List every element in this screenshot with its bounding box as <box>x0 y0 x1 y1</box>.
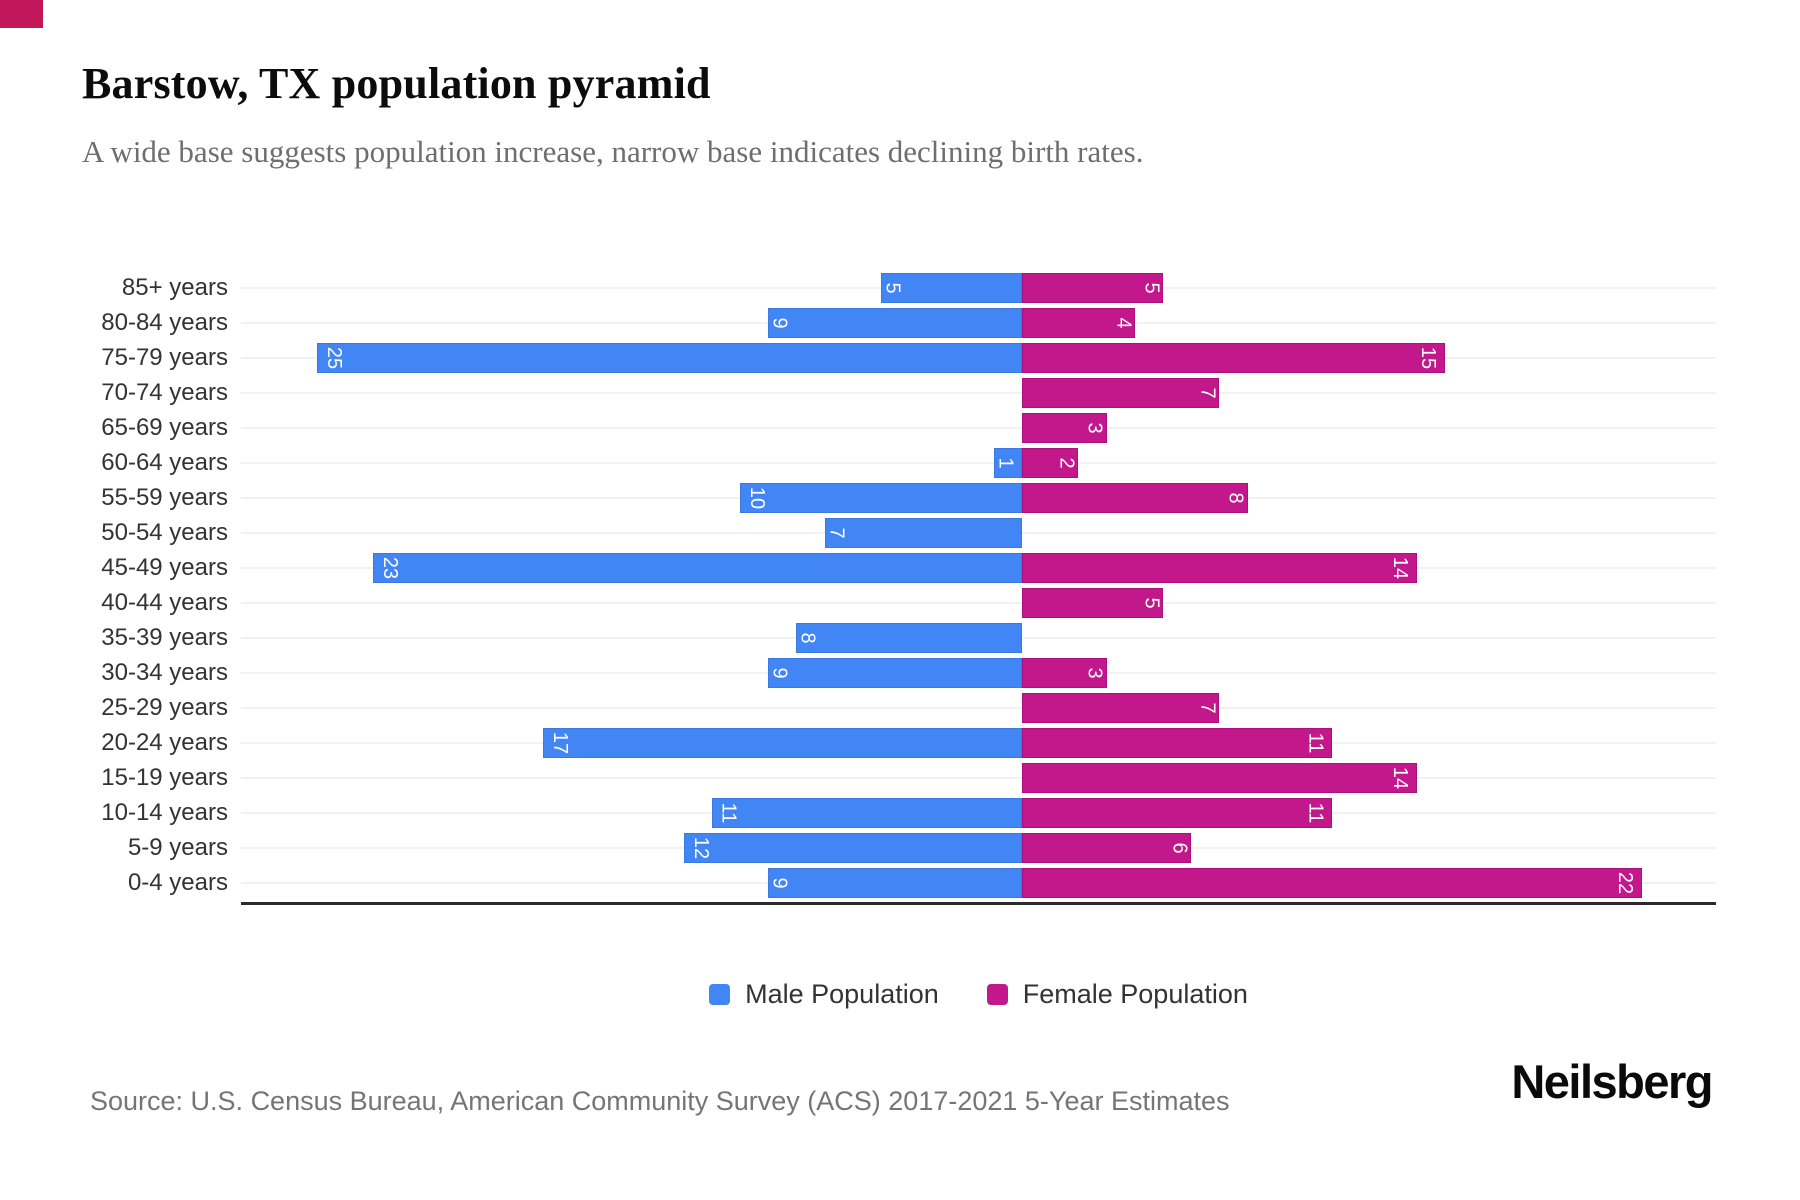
bar-value-label: 25 <box>323 346 346 370</box>
row-gridline <box>241 427 1716 429</box>
female-bar: 14 <box>1022 553 1417 583</box>
chart-legend: Male Population Female Population <box>241 979 1716 1010</box>
male-series-swatch-icon <box>709 984 731 1005</box>
female-bar: 14 <box>1022 763 1417 793</box>
chart-subtitle: A wide base suggests population increase… <box>82 134 1144 169</box>
male-bar: 9 <box>768 658 1022 688</box>
female-series-swatch-icon <box>986 984 1008 1005</box>
bar-value-label: 11 <box>1304 802 1327 824</box>
bar-value-label: 14 <box>1388 766 1411 790</box>
bar-value-label: 11 <box>1304 732 1327 754</box>
legend-item-female[interactable]: Female Population <box>986 979 1248 1010</box>
male-bar: 9 <box>768 308 1022 338</box>
male-bar: 8 <box>796 623 1022 653</box>
bar-value-label: 22 <box>1614 871 1637 895</box>
bar-value-label: 5 <box>1140 282 1163 294</box>
source-attribution: Source: U.S. Census Bureau, American Com… <box>90 1086 1230 1116</box>
male-bar: 9 <box>768 868 1022 898</box>
female-bar: 4 <box>1022 308 1135 338</box>
age-group-label: 85+ years <box>121 274 228 301</box>
x-axis-line <box>241 902 1716 905</box>
bar-value-label: 6 <box>1168 842 1191 854</box>
bar-value-label: 17 <box>548 731 571 755</box>
row-gridline <box>241 462 1716 464</box>
age-group-label: 30-34 years <box>101 659 228 686</box>
age-group-label: 0-4 years <box>127 869 228 896</box>
row-gridline <box>241 602 1716 604</box>
row-gridline <box>241 707 1716 709</box>
age-group-label: 5-9 years <box>127 834 228 861</box>
age-group-label: 10-14 years <box>101 799 228 826</box>
legend-label-female: Female Population <box>1022 979 1248 1009</box>
legend-item-male[interactable]: Male Population <box>709 979 939 1010</box>
age-group-label: 60-64 years <box>101 449 228 476</box>
age-group-label: 65-69 years <box>101 414 228 441</box>
age-group-label: 40-44 years <box>101 589 228 616</box>
bar-value-label: 23 <box>379 556 402 580</box>
bar-value-label: 5 <box>881 282 904 294</box>
age-group-label: 45-49 years <box>101 554 228 581</box>
female-bar: 3 <box>1022 413 1107 443</box>
female-bar: 7 <box>1022 378 1220 408</box>
bar-value-label: 10 <box>746 486 769 510</box>
male-bar: 17 <box>542 728 1022 758</box>
bar-value-label: 9 <box>768 667 791 679</box>
corner-brand-mark <box>0 0 43 28</box>
bar-value-label: 2 <box>1055 457 1078 469</box>
chart-title: Barstow, TX population pyramid <box>82 59 711 108</box>
bar-value-label: 5 <box>1140 597 1163 609</box>
legend-label-male: Male Population <box>745 979 939 1009</box>
bar-value-label: 12 <box>689 836 712 860</box>
female-bar: 15 <box>1022 343 1445 373</box>
age-group-label: 25-29 years <box>101 694 228 721</box>
bar-value-label: 8 <box>796 632 819 644</box>
age-group-label: 70-74 years <box>101 379 228 406</box>
row-gridline <box>241 777 1716 779</box>
bar-value-label: 4 <box>1112 317 1135 329</box>
male-bar: 5 <box>881 273 1022 303</box>
age-group-label: 75-79 years <box>101 344 228 371</box>
female-bar: 5 <box>1022 273 1163 303</box>
bar-value-label: 11 <box>717 802 740 824</box>
age-group-label: 50-54 years <box>101 519 228 546</box>
bar-value-label: 9 <box>768 317 791 329</box>
neilsberg-logo[interactable]: Neilsberg <box>1511 1055 1713 1108</box>
bar-value-label: 1 <box>994 457 1017 469</box>
female-bar: 7 <box>1022 693 1220 723</box>
female-bar: 8 <box>1022 483 1248 513</box>
female-bar: 6 <box>1022 833 1192 863</box>
female-bar: 2 <box>1022 448 1079 478</box>
age-group-label: 80-84 years <box>101 309 228 336</box>
age-group-label: 20-24 years <box>101 729 228 756</box>
bar-value-label: 3 <box>1084 422 1107 434</box>
female-bar: 22 <box>1022 868 1643 898</box>
bar-value-label: 7 <box>1196 702 1219 714</box>
row-gridline <box>241 392 1716 394</box>
age-group-label: 35-39 years <box>101 624 228 651</box>
male-bar: 25 <box>317 343 1022 373</box>
bar-value-label: 14 <box>1388 556 1411 580</box>
male-bar: 1 <box>993 448 1022 478</box>
female-bar: 5 <box>1022 588 1163 618</box>
bar-value-label: 3 <box>1084 667 1107 679</box>
male-bar: 10 <box>740 483 1022 513</box>
bar-value-label: 7 <box>825 527 848 539</box>
female-bar: 11 <box>1022 798 1333 828</box>
male-bar: 11 <box>711 798 1022 828</box>
male-bar: 12 <box>683 833 1022 863</box>
male-bar: 23 <box>373 553 1022 583</box>
female-bar: 3 <box>1022 658 1107 688</box>
bar-value-label: 8 <box>1225 492 1248 504</box>
bar-value-label: 9 <box>768 877 791 889</box>
female-bar: 11 <box>1022 728 1333 758</box>
bar-value-label: 15 <box>1416 346 1439 370</box>
bar-value-label: 7 <box>1196 387 1219 399</box>
age-group-label: 15-19 years <box>101 764 228 791</box>
age-group-label: 55-59 years <box>101 484 228 511</box>
male-bar: 7 <box>824 518 1022 548</box>
